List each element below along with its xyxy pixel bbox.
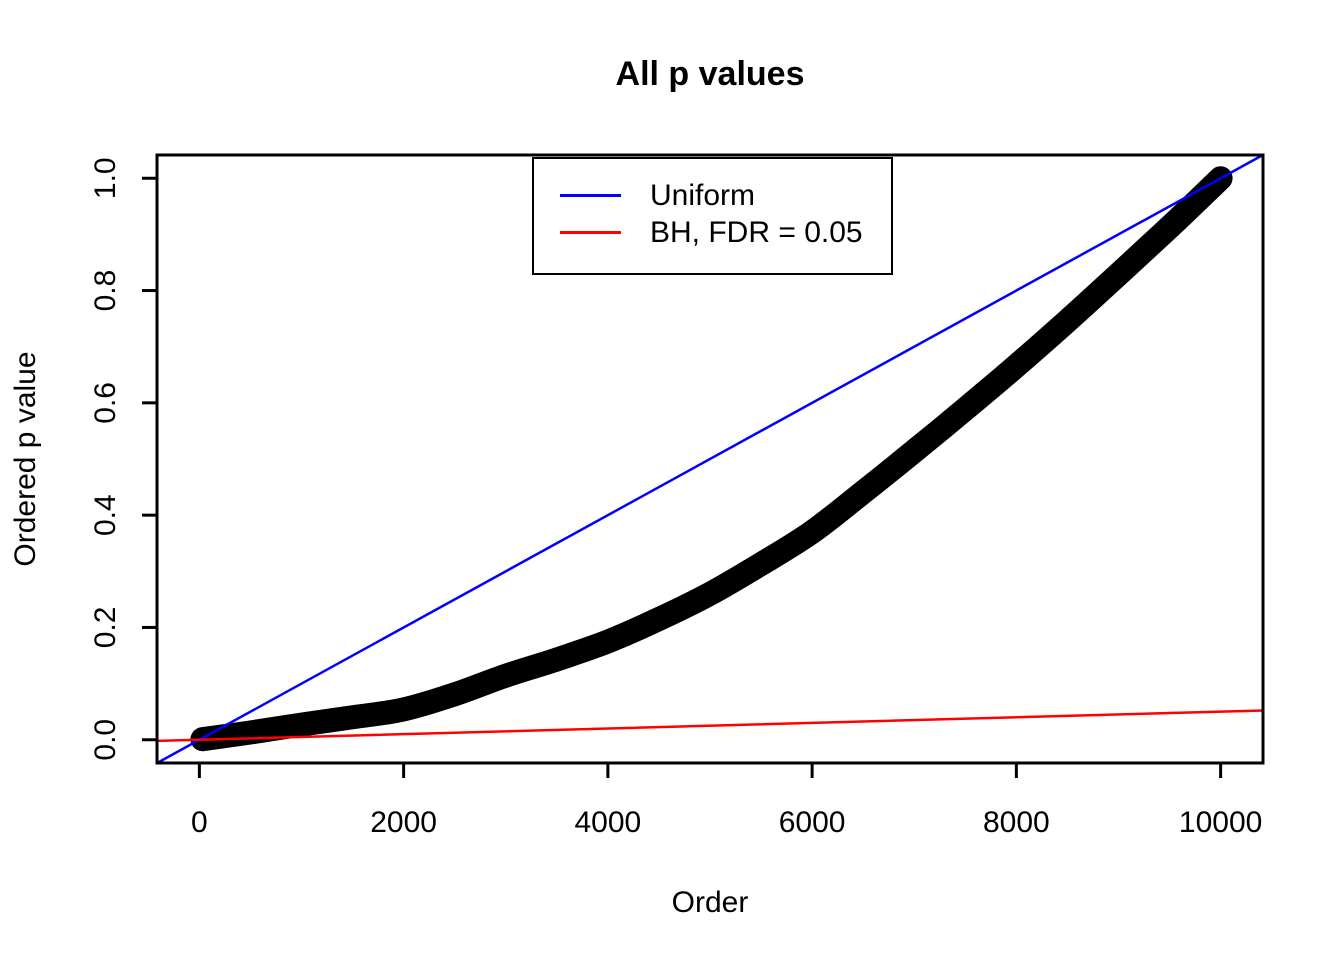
x-tick-label: 4000 [575,806,642,839]
uniform-line-swatch [560,194,621,197]
y-tick-label: 0.4 [89,494,122,536]
legend-entry-uniform: Uniform [534,177,891,214]
series-group [157,155,1263,763]
x-tick-label: 6000 [779,806,846,839]
x-tick-label: 10000 [1179,806,1262,839]
legend-label-uniform: Uniform [650,178,756,212]
legend-entry-bh: BH, FDR = 0.05 [534,214,891,251]
x-tick-label: 2000 [370,806,437,839]
x-axis-title: Order [671,886,749,919]
series-ordered-p-values [190,166,1233,752]
series-uniform [157,155,1263,763]
series-bh-fdr-0-05 [157,709,1263,743]
y-axis-title: Ordered p value [9,351,42,567]
bh-line-swatch [560,231,621,234]
legend: Uniform BH, FDR = 0.05 [532,157,893,275]
x-tick-label: 8000 [983,806,1050,839]
y-tick-label: 0.0 [89,719,122,761]
legend-label-bh: BH, FDR = 0.05 [650,215,863,249]
y-tick-label: 0.8 [89,270,122,312]
y-tick-label: 0.2 [89,607,122,649]
y-tick-label: 1.0 [89,157,122,199]
y-tick-label: 0.6 [89,382,122,424]
plot-box [155,153,1265,765]
chart-title: All p values [615,55,805,93]
x-tick-label: 0 [191,806,208,839]
